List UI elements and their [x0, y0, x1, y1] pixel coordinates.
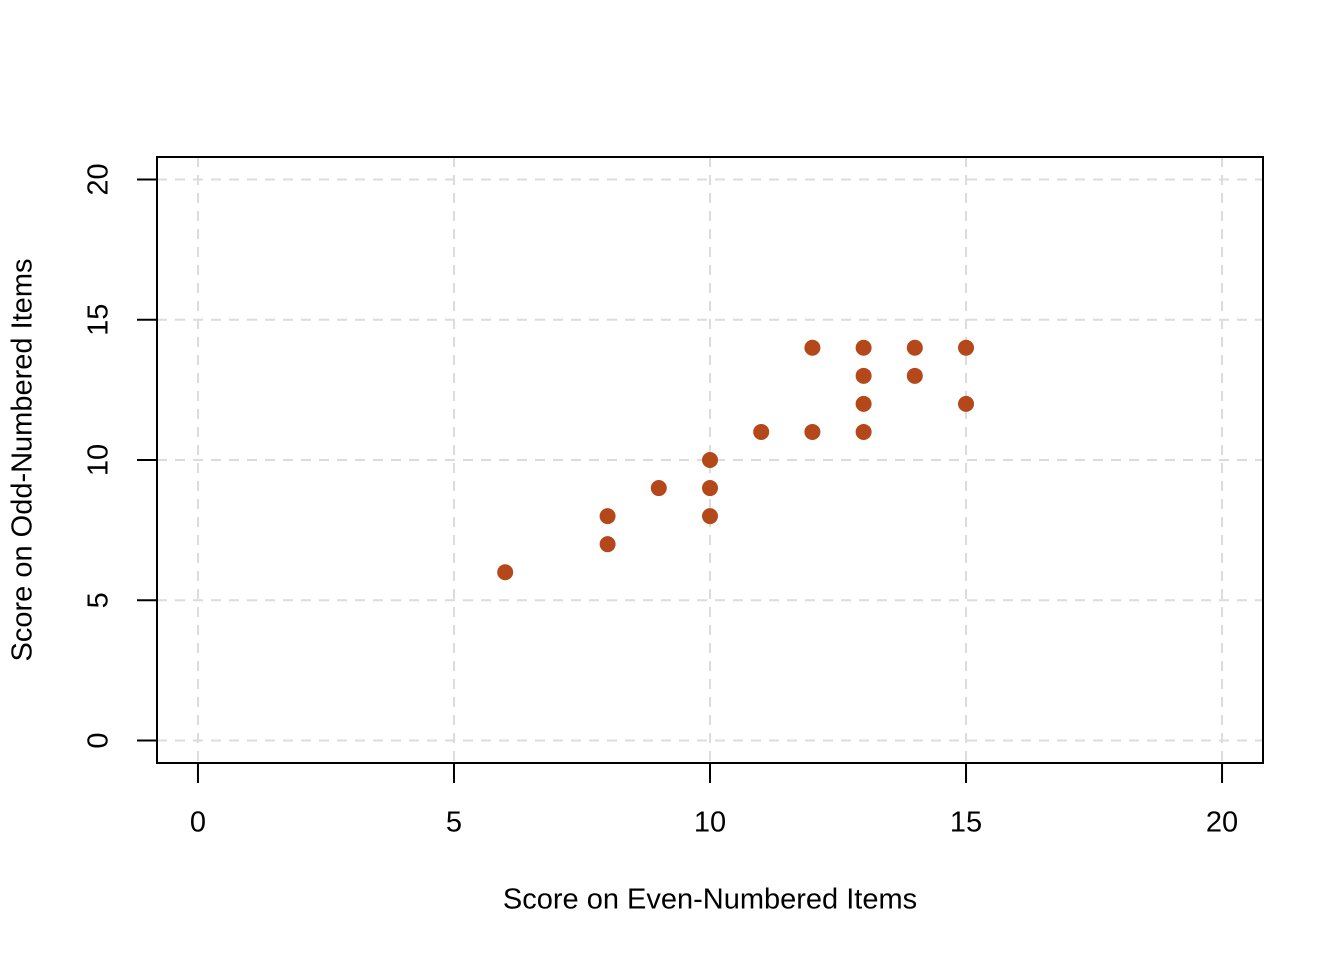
x-tick-label: 0: [190, 807, 206, 839]
point: [702, 508, 718, 525]
point: [855, 423, 872, 440]
y-tick-label: 20: [83, 163, 115, 195]
point: [958, 339, 975, 356]
point: [702, 480, 718, 497]
point: [753, 423, 770, 440]
point: [804, 339, 821, 356]
point: [855, 339, 872, 356]
x-tick-label: 10: [694, 807, 726, 839]
point: [599, 536, 616, 553]
y-tick-label: 15: [83, 304, 115, 336]
point: [650, 480, 667, 497]
x-axis-label: Score on Even-Numbered Items: [503, 884, 917, 916]
point: [958, 395, 975, 412]
point: [855, 395, 872, 412]
y-tick-label: 5: [83, 592, 115, 608]
point: [599, 508, 616, 525]
point: [855, 367, 872, 384]
y-tick-label: 10: [83, 444, 115, 476]
x-tick-label: 5: [446, 807, 462, 839]
point: [497, 564, 514, 581]
x-tick-label: 20: [1206, 807, 1238, 839]
x-tick-label: 15: [950, 807, 982, 839]
point: [804, 423, 821, 440]
point: [702, 452, 718, 468]
plot-frame: [156, 156, 1264, 764]
y-tick-label: 0: [83, 732, 115, 748]
point: [906, 339, 923, 356]
point: [906, 367, 923, 384]
y-axis-label: Score on Odd-Numbered Items: [7, 259, 39, 662]
